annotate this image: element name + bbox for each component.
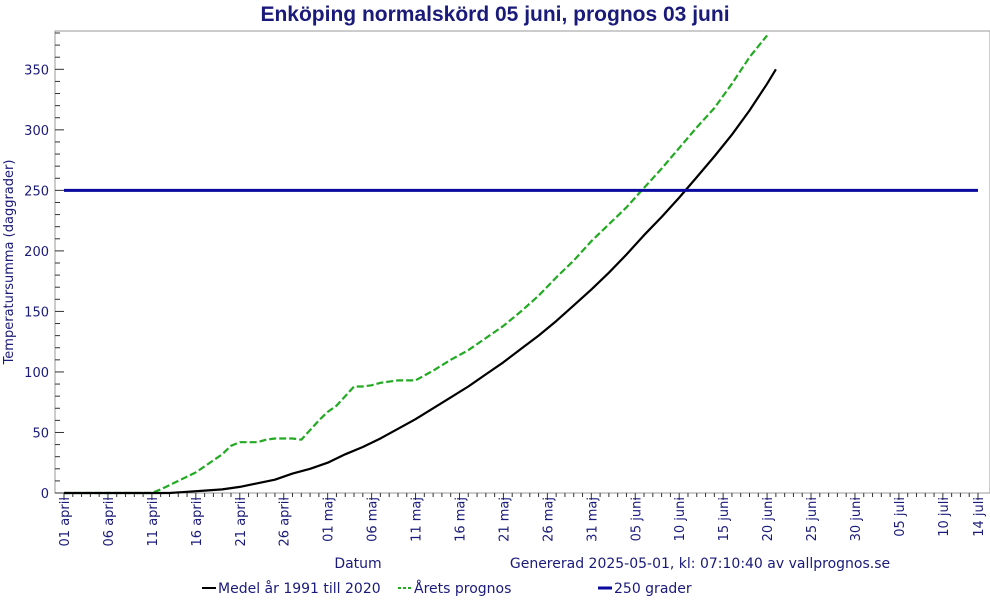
x-tick-label: 15 juni xyxy=(717,497,732,541)
legend-label: Medel år 1991 till 2020 xyxy=(218,580,381,597)
x-tick-label: 21 maj xyxy=(497,497,512,542)
legend-label: 250 grader xyxy=(614,581,692,597)
x-tick-label: 31 maj xyxy=(585,497,600,542)
x-tick-label: 06 april xyxy=(102,497,117,546)
x-tick-label: 05 juni xyxy=(629,497,644,541)
generated-info: Genererad 2025-05-01, kl: 07:10:40 av va… xyxy=(510,556,890,572)
x-tick-label: 05 juli xyxy=(893,497,908,537)
series-line-medel xyxy=(64,68,777,495)
x-tick-label: 06 maj xyxy=(366,497,381,542)
x-tick-label: 30 juni xyxy=(849,497,864,541)
x-tick-label: 20 juni xyxy=(761,497,776,541)
y-tick-label: 0 xyxy=(41,487,49,502)
x-tick-label: 01 maj xyxy=(322,497,337,542)
y-tick-label: 350 xyxy=(24,63,49,78)
x-tick-label: 16 maj xyxy=(453,497,468,542)
x-axis: 01 april 06 april 11 april 16 april 21 april… xyxy=(58,493,987,546)
y-tick-label: 50 xyxy=(32,426,49,441)
y-tick-label: 100 xyxy=(24,366,49,381)
x-tick-label: 26 maj xyxy=(541,497,556,542)
y-tick-label: 300 xyxy=(24,124,49,139)
x-tick-label: 11 maj xyxy=(410,497,425,542)
y-tick-label: 150 xyxy=(24,305,49,320)
x-axis-label: Datum xyxy=(334,556,381,572)
x-tick-label: 25 juni xyxy=(805,497,820,541)
x-tick-label: 11 april xyxy=(146,497,161,546)
chart-title: Enköping normalskörd 05 juni, prognos 03… xyxy=(260,3,729,26)
x-tick-label: 14 juli xyxy=(972,497,987,537)
y-tick-label: 200 xyxy=(24,245,49,260)
y-tick-label: 250 xyxy=(24,184,49,199)
x-tick-label: 26 april xyxy=(278,497,293,546)
y-axis-label: Temperatursumma (daggrader) xyxy=(2,160,17,366)
legend-label: Årets prognos xyxy=(414,580,511,597)
x-tick-label: 10 juli xyxy=(937,497,952,537)
x-tick-label: 01 april xyxy=(58,497,73,546)
x-tick-label: 16 april xyxy=(190,497,205,546)
series-layer xyxy=(64,34,978,495)
legend: Medel år 1991 till 2020 Årets prognos 250 … xyxy=(202,580,692,597)
plot-area xyxy=(54,30,990,494)
x-tick-label: 21 april xyxy=(234,497,249,546)
x-tick-label: 10 juni xyxy=(673,497,688,541)
y-axis: 0 50 100 150 200 250 300 350 xyxy=(24,32,64,502)
series-line-prognos xyxy=(64,34,768,495)
